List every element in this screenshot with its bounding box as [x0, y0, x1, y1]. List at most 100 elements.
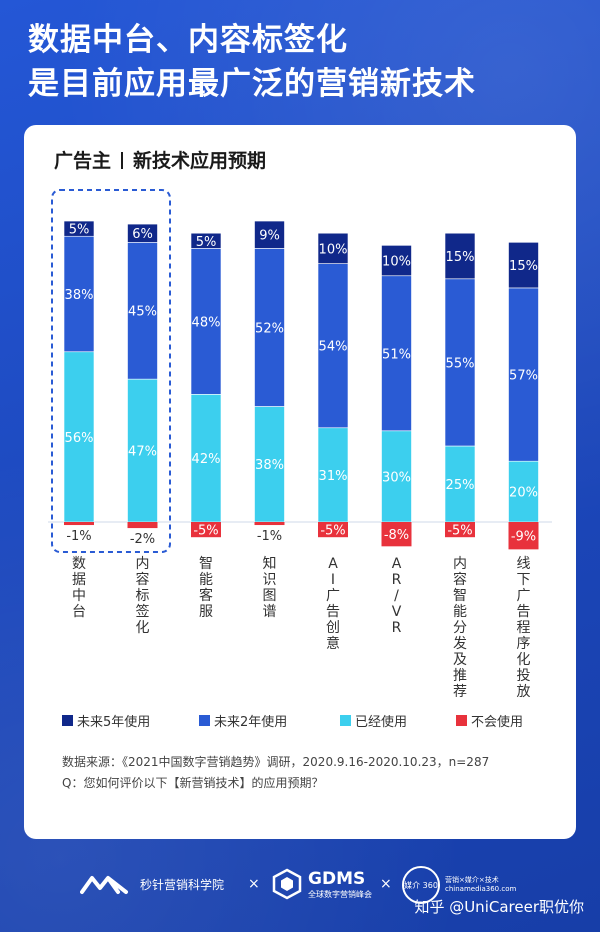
bar-segment-0-2: [190, 232, 222, 249]
category-label-6-char-7: 推: [453, 668, 467, 684]
headline: 数据中台、内容标签化 是目前应用最广泛的营销新技术: [28, 18, 476, 106]
category-label-5-char-0: A: [392, 556, 402, 572]
bar-segment-2-7: [508, 460, 539, 523]
bar-label-1-5: 51%: [382, 347, 411, 362]
category-label-7-char-4: 程: [517, 620, 531, 636]
miaozhen-logo-icon: [80, 876, 128, 894]
headline-line1: 数据中台、内容标签化: [28, 22, 348, 58]
bar-segment-3-1: [127, 522, 158, 529]
bar-label-0-1: 6%: [132, 227, 153, 242]
category-label-4-char-2: 广: [326, 588, 340, 604]
bar-label-2-1: 47%: [128, 445, 157, 460]
bar-segment-2-5: [381, 430, 412, 523]
bar-label-3-5: -8%: [384, 528, 409, 543]
category-label-0-char-2: 中: [72, 588, 86, 604]
brand3-sub: 营销×媒介×技术: [445, 876, 499, 884]
category-label-7-char-6: 化: [517, 652, 531, 668]
legend-item-future5: 未来5年使用: [62, 711, 150, 730]
source-line1: 数据来源：《2021中国数字营销趋势》调研，2020.9.16-2020.10.…: [62, 755, 490, 769]
subtitle-right: 新技术应用预期: [133, 150, 267, 172]
legend-label-future2: 未来2年使用: [214, 715, 288, 730]
legend-swatch-future2: [199, 715, 210, 726]
bar-segment-3-2: [191, 522, 221, 538]
category-label-7-char-7: 投: [517, 668, 531, 684]
times-separator-1: ×: [248, 876, 260, 892]
bar-label-2-7: 20%: [509, 486, 538, 501]
category-label-6-char-3: 能: [453, 604, 467, 620]
legend-item-future2: 未来2年使用: [199, 711, 287, 730]
category-label-4-char-0: A: [328, 556, 338, 572]
bar-label-3-2: -5%: [193, 524, 218, 539]
bar-label-3-4: -5%: [320, 524, 345, 539]
chart-card: [24, 125, 576, 839]
brand-gdms-sub: 全球数字营销峰会: [308, 889, 372, 899]
category-label-5-char-4: R: [392, 620, 402, 636]
bar-segment-0-4: [317, 232, 349, 264]
bar-label-3-7: -9%: [511, 530, 536, 545]
gdms-logo-icon: [272, 868, 302, 900]
legend-label-future5: 未来5年使用: [77, 715, 151, 730]
category-label-6-char-5: 发: [453, 636, 467, 652]
category-label-2-char-1: 能: [199, 572, 213, 588]
bar-segment-0-0: [63, 220, 95, 237]
bar-label-2-5: 30%: [382, 470, 411, 485]
bar-label-0-4: 10%: [319, 242, 348, 257]
category-label-4-char-5: 意: [326, 635, 340, 652]
bar-segment-3-0: [64, 522, 94, 526]
footer: 秒针营销科学院 × GDMS 全球数字营销峰会 × 媒介 360 营销×媒介×技…: [0, 860, 600, 910]
category-label-5-char-1: R: [392, 572, 402, 588]
bar-segment-3-7: [508, 522, 539, 550]
chart-subtitle: 广告主 新技术应用预期: [54, 146, 266, 173]
category-label-3-char-1: 识: [263, 572, 277, 588]
bar-label-2-0: 56%: [65, 431, 94, 446]
bar-segment-2-0: [63, 351, 95, 523]
bar-segment-2-2: [190, 394, 222, 523]
category-label-1-char-4: 化: [136, 620, 150, 636]
category-label-2-char-3: 服: [199, 604, 213, 620]
bar-label-3-3: -1%: [257, 529, 282, 544]
bar-segment-1-1: [127, 242, 158, 380]
category-label-7-char-8: 放: [517, 684, 531, 700]
category-label-7-char-1: 下: [517, 572, 531, 588]
brand-miaozhen: 秒针营销科学院: [80, 872, 224, 896]
bar-label-0-0: 5%: [69, 223, 90, 238]
legend-swatch-future5: [62, 715, 73, 726]
bar-segment-3-6: [445, 522, 475, 538]
category-label-6-char-2: 智: [453, 588, 467, 604]
data-source: 数据来源：《2021中国数字营销趋势》调研，2020.9.16-2020.10.…: [62, 752, 489, 794]
category-label-5-char-3: V: [392, 604, 402, 620]
chinamedia360-logo-icon: 媒介 360: [402, 866, 440, 904]
chart-legend: 未来5年使用 未来2年使用 已经使用 不会使用: [62, 711, 562, 733]
bar-segment-1-0: [63, 235, 95, 353]
category-label-2-char-0: 智: [199, 556, 213, 572]
brand-gdms: GDMS 全球数字营销峰会: [272, 868, 372, 900]
category-label-3-char-3: 谱: [263, 604, 277, 620]
bar-label-3-0: -1%: [66, 529, 91, 544]
bar-segment-2-3: [254, 406, 285, 523]
category-label-1-char-3: 签: [136, 603, 150, 620]
brand-gdms-label: GDMS: [308, 868, 366, 889]
category-label-7-char-5: 序: [517, 636, 531, 652]
category-label-6-char-8: 荐: [453, 684, 467, 700]
bar-segment-0-7: [508, 242, 539, 289]
bar-segment-0-6: [444, 232, 476, 280]
bar-label-0-5: 10%: [382, 255, 411, 270]
brand-chinamedia360: 媒介 360 营销×媒介×技术 chinamedia360.com: [402, 866, 516, 904]
legend-item-used: 已经使用: [340, 711, 407, 730]
category-label-6-char-4: 分: [453, 620, 467, 636]
bar-segment-0-5: [381, 245, 412, 277]
brand-miaozhen-label: 秒针营销科学院: [140, 877, 225, 892]
bar-label-1-1: 45%: [128, 305, 157, 320]
bar-segment-3-5: [381, 522, 412, 547]
zhihu-watermark: 知乎 @UniCareer职优你: [414, 898, 584, 916]
bar-label-0-2: 5%: [196, 235, 217, 250]
category-label-6-char-6: 及: [453, 652, 467, 668]
category-label-7-char-0: 线: [517, 556, 531, 572]
bar-label-1-4: 54%: [319, 340, 348, 355]
category-label-1-char-2: 标: [136, 588, 150, 604]
bar-label-3-6: -5%: [447, 524, 472, 539]
category-label-3-char-0: 知: [263, 555, 277, 572]
legend-label-used: 已经使用: [355, 715, 408, 730]
bar-segment-0-1: [127, 223, 158, 243]
